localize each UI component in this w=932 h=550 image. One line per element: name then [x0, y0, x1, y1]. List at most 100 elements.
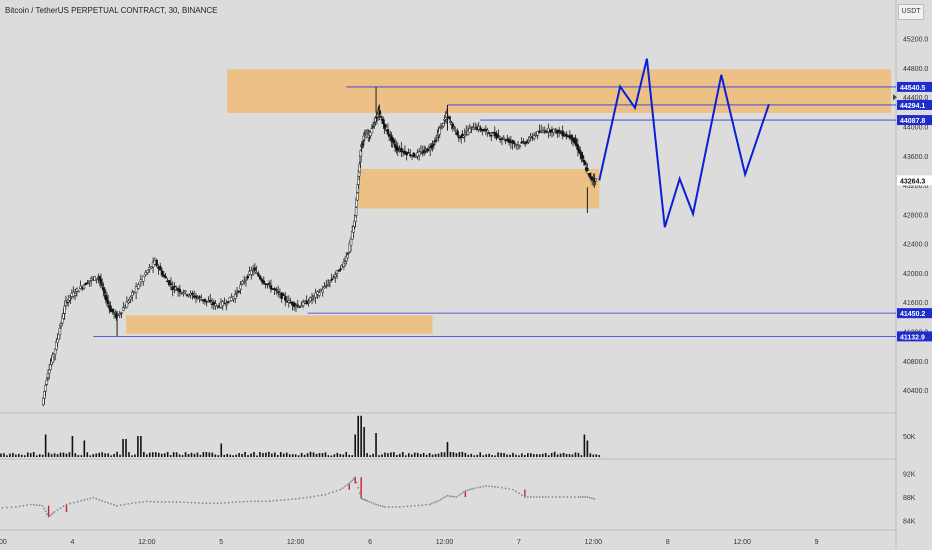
- candle-body: [287, 300, 291, 303]
- indicator-point: [358, 492, 361, 494]
- volume-bar: [56, 454, 59, 457]
- candle-body: [442, 123, 445, 127]
- volume-bar: [77, 455, 80, 457]
- volume-bar: [151, 452, 154, 457]
- indicator-point: [56, 509, 59, 511]
- candle-body: [337, 269, 341, 272]
- volume-bar: [74, 453, 77, 457]
- indicator-point: [588, 496, 591, 499]
- indicator-point: [354, 476, 357, 479]
- volume-bar: [29, 453, 32, 457]
- indicator-point: [22, 504, 25, 507]
- volume-bar: [464, 452, 467, 457]
- candle-body: [497, 135, 500, 137]
- volume-bar: [381, 454, 383, 457]
- candle-body: [574, 139, 577, 145]
- volume-bar: [285, 452, 288, 457]
- indicator-point: [18, 505, 21, 508]
- candle-body: [99, 279, 103, 285]
- candle-body: [123, 306, 127, 309]
- candle-body: [511, 140, 514, 144]
- candle-body: [507, 138, 511, 143]
- candle-body: [194, 295, 198, 298]
- indicator-point: [375, 503, 377, 506]
- volume-bar: [485, 454, 487, 457]
- candle-body: [235, 292, 239, 295]
- candle-body: [173, 285, 176, 288]
- candle-body: [428, 148, 432, 151]
- indicator-point: [573, 496, 576, 498]
- volume-tick-label: 50K: [903, 434, 916, 441]
- indicator-point: [529, 496, 532, 498]
- candle-body: [241, 281, 244, 285]
- candle-body: [120, 312, 123, 314]
- indicator-point: [73, 501, 75, 504]
- volume-bar: [163, 453, 166, 457]
- indicator-point: [541, 496, 544, 498]
- candle-body: [77, 290, 80, 293]
- volume-bar: [327, 455, 330, 457]
- candle-body: [155, 259, 158, 266]
- candle-body: [267, 282, 271, 285]
- volume-bar: [128, 452, 130, 457]
- candle-body: [452, 126, 456, 129]
- volume-bar: [274, 452, 276, 457]
- indicator-point: [1, 506, 4, 509]
- indicator-point: [586, 496, 589, 498]
- candle-body: [326, 284, 330, 286]
- indicator-point: [593, 498, 595, 500]
- volume-bar: [44, 434, 47, 457]
- currency-button[interactable]: USDT: [898, 4, 924, 20]
- volume-bar: [473, 455, 476, 457]
- indicator-point: [131, 502, 133, 505]
- candle-body: [269, 285, 273, 290]
- volume-bar: [428, 453, 431, 457]
- volume-bar: [294, 454, 297, 457]
- candle-body: [109, 305, 112, 312]
- volume-bar: [149, 452, 151, 457]
- indicator-point: [363, 498, 366, 501]
- candle-body: [347, 252, 350, 254]
- time-tick-label: 4: [70, 539, 74, 546]
- level-label-bg-3: [897, 308, 932, 319]
- volume-bar: [497, 452, 499, 457]
- candle-body: [586, 167, 589, 171]
- volume-bar: [157, 452, 160, 457]
- indicator-point: [250, 500, 252, 503]
- volume-bar: [324, 452, 327, 457]
- volume-bar: [172, 452, 175, 457]
- indicator-point: [86, 498, 89, 501]
- volume-bar: [247, 455, 249, 457]
- volume-bar: [527, 453, 529, 457]
- volume-bar: [241, 454, 243, 457]
- candle-body: [332, 277, 335, 279]
- candle-body: [251, 269, 255, 272]
- indicator-point: [455, 496, 458, 498]
- indicator-point: [145, 500, 148, 503]
- indicator-point: [547, 496, 550, 498]
- candle-body: [323, 286, 326, 289]
- candle-body: [45, 379, 49, 385]
- volume-bar: [467, 454, 470, 457]
- indicator-point: [179, 501, 182, 504]
- indicator-point: [253, 500, 256, 503]
- indicator-tick-label: 92K: [903, 472, 916, 479]
- indicator-point: [485, 485, 488, 487]
- volume-bar: [393, 452, 395, 457]
- volume-bar: [458, 452, 461, 457]
- volume-bar: [137, 436, 139, 457]
- candle-body: [196, 297, 199, 300]
- volume-bar: [15, 454, 17, 457]
- indicator-point: [328, 492, 331, 495]
- time-tick-label: 9: [815, 539, 819, 546]
- volume-bar: [583, 434, 586, 457]
- candle-body: [144, 272, 147, 275]
- indicator-point: [283, 498, 286, 501]
- indicator-point: [38, 504, 41, 507]
- indicator-point: [508, 488, 511, 490]
- indicator-point: [35, 504, 38, 506]
- price-tick-label: 42800.0: [903, 212, 928, 219]
- indicator-point: [453, 495, 456, 498]
